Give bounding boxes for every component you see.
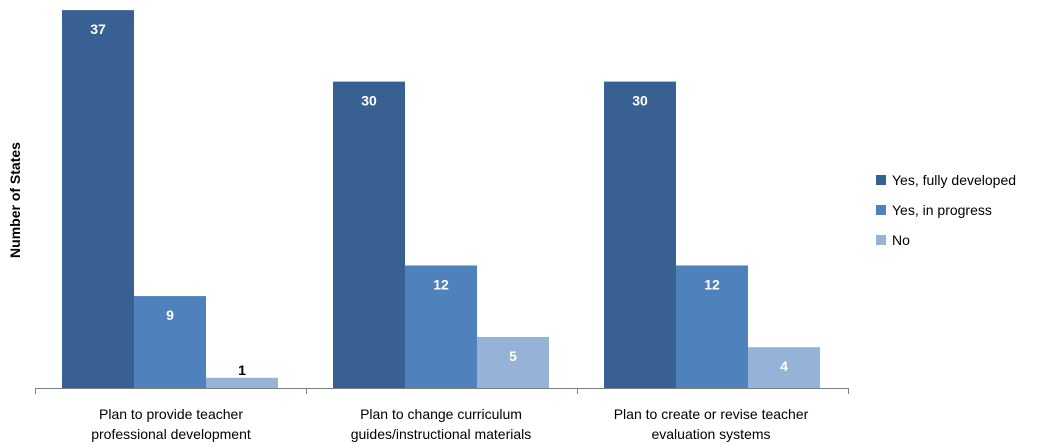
- legend-label: No: [892, 232, 910, 248]
- legend-item-no: No: [876, 225, 1016, 255]
- category-label-line: Plan to create or revise teacher: [613, 406, 809, 422]
- category-label-line: guides/instructional materials: [350, 426, 532, 442]
- category-label-evaluation: Plan to create or revise teacher evaluat…: [581, 404, 841, 444]
- data-label: 12: [433, 276, 449, 292]
- category-label-line: Plan to change curriculum: [360, 406, 522, 422]
- data-label: 30: [632, 93, 648, 109]
- bar: [477, 336, 549, 388]
- data-label: 4: [780, 358, 788, 374]
- data-label: 12: [704, 276, 720, 292]
- bar: [206, 377, 278, 388]
- bar: [676, 265, 748, 388]
- bar: [604, 81, 676, 389]
- y-axis-label: Number of States: [0, 0, 30, 400]
- category-label-professional-development: Plan to provide teacher professional dev…: [41, 404, 301, 444]
- category-label-line: professional development: [91, 426, 251, 442]
- category-label-curriculum: Plan to change curriculum guides/instruc…: [311, 404, 571, 444]
- category-label-line: evaluation systems: [651, 426, 771, 442]
- data-label: 1: [238, 362, 246, 378]
- category-label-line: Plan to provide teacher: [99, 406, 243, 422]
- data-label: 30: [361, 93, 377, 109]
- legend-item-fully-developed: Yes, fully developed: [876, 165, 1016, 195]
- legend-swatch: [876, 205, 886, 215]
- legend-swatch: [876, 235, 886, 245]
- legend: Yes, fully developed Yes, in progress No: [876, 165, 1016, 255]
- data-label: 9: [166, 307, 174, 323]
- legend-label: Yes, in progress: [892, 202, 992, 218]
- legend-item-in-progress: Yes, in progress: [876, 195, 1016, 225]
- bar: [748, 347, 820, 388]
- data-label: 5: [509, 348, 517, 364]
- data-label: 37: [90, 21, 106, 37]
- bar: [405, 265, 477, 388]
- bar: [134, 296, 206, 388]
- bar: [333, 81, 405, 389]
- y-axis-label-text: Number of States: [7, 142, 24, 258]
- bar: [62, 10, 134, 389]
- legend-label: Yes, fully developed: [892, 172, 1017, 188]
- legend-swatch: [876, 175, 886, 185]
